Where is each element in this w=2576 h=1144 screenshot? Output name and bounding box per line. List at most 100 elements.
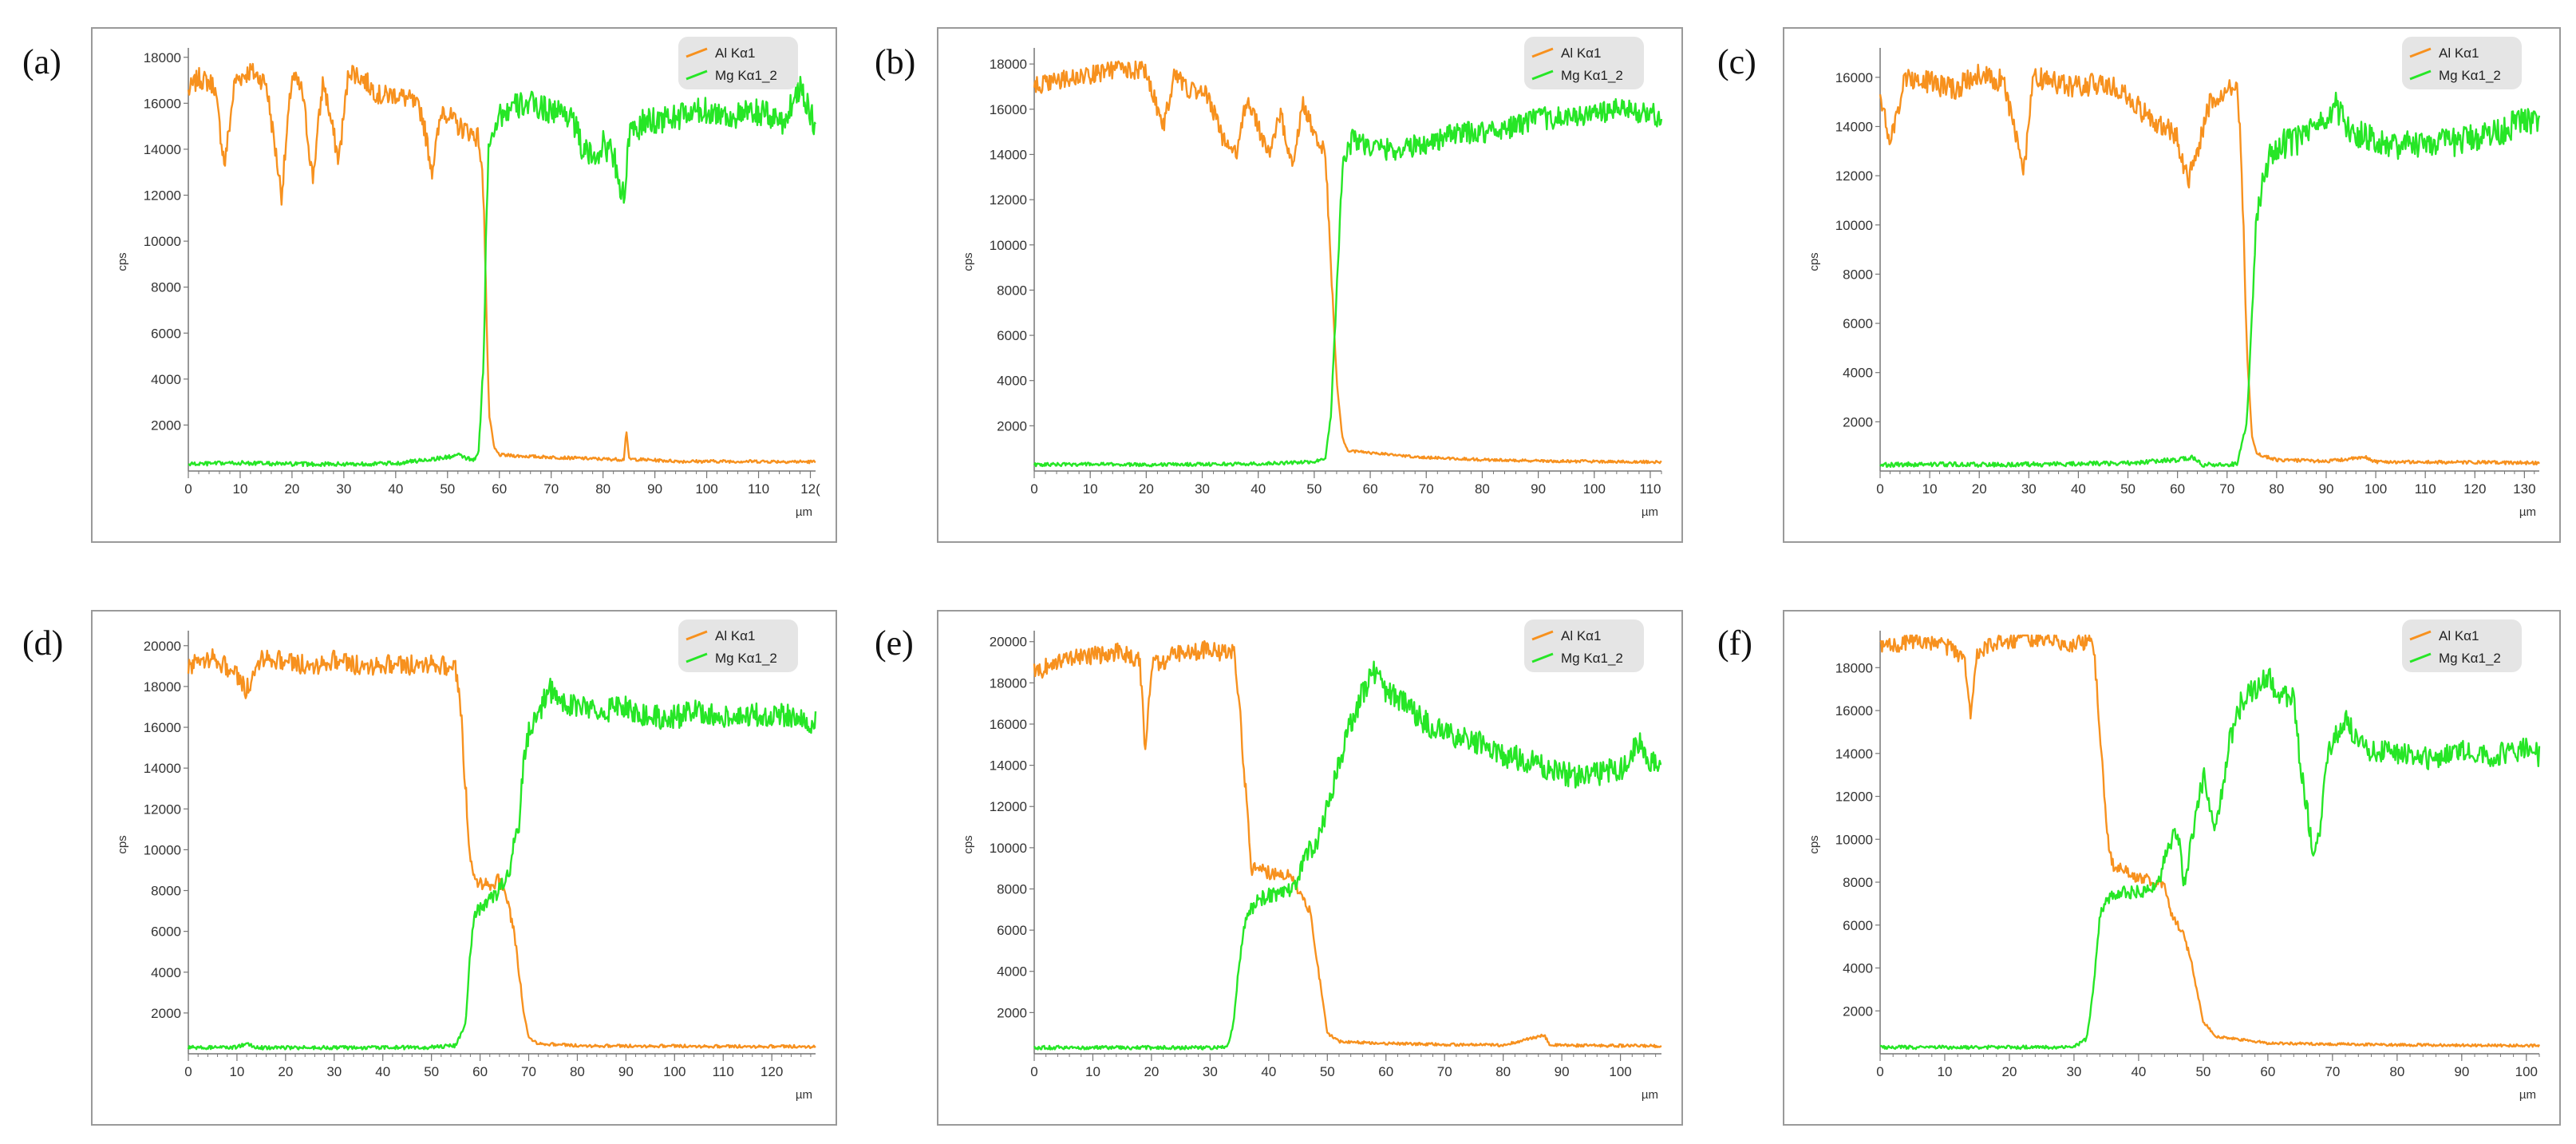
x-tick-label: 30 [326,1064,342,1079]
legend-box [2402,37,2522,89]
x-tick-label: 110 [748,481,769,497]
y-tick-label: 2000 [151,418,181,433]
y-tick-label: 4000 [997,964,1027,980]
x-tick-label: 60 [1363,481,1378,497]
chart-c: 2000 4000 6000 8000 10000 12000 14000 16000 0 10 2… [1808,37,2541,519]
y-tick-label: 12000 [1835,168,1873,184]
x-tick-label: 70 [1419,481,1434,497]
y-tick-label: 2000 [1843,414,1873,429]
series-al-line [187,648,816,1050]
y-tick-label: 8000 [151,884,181,899]
y-tick-label: 16000 [1835,703,1873,718]
y-tick-label: 6000 [997,923,1027,938]
legend-label: Mg Kα1_2 [1561,651,1623,666]
x-tick-label: 20 [2001,1064,2017,1079]
x-tick-label: 20 [1139,481,1154,497]
legend-label: Al Kα1 [2439,46,2479,61]
x-tick-label: 12( [800,481,820,497]
legend-box [2402,620,2522,672]
x-tick-label: 90 [1531,481,1546,497]
y-tick-label: 10000 [144,234,181,249]
x-tick-label: 30 [1203,1064,1218,1079]
legend-label: Mg Kα1_2 [715,68,777,83]
legend-box [1524,620,1644,672]
x-tick-label: 10 [232,481,247,497]
panel-label: (b) [875,42,916,81]
x-tick-label: 80 [1495,1064,1511,1079]
x-axis-title: µm [2519,1088,2536,1102]
y-tick-label: 2000 [997,1005,1027,1020]
x-tick-label: 0 [184,1064,192,1079]
x-tick-label: 0 [1030,1064,1037,1079]
y-tick-label: 18000 [144,679,181,695]
series-mg-line [1879,91,2541,468]
panel-b: (b) 2000 4000 6000 8000 10000 12000 14000 16000… [846,0,1692,559]
legend-box [1524,37,1644,89]
y-tick-label: 18000 [1835,660,1873,675]
x-tick-label: 80 [595,481,610,497]
y-axis-title: cps [116,835,129,853]
x-tick-label: 30 [336,481,351,497]
x-tick-label: 0 [1876,1064,1883,1079]
x-tick-label: 0 [184,481,192,497]
x-tick-label: 90 [2454,1064,2469,1079]
x-tick-label: 70 [1437,1064,1452,1079]
panel-e: (e) 2000 4000 6000 8000 10000 12000 14000 16000… [846,583,1692,1142]
x-tick-label: 10 [1085,1064,1100,1079]
plot-frame [1783,610,2561,1126]
y-tick-label: 2000 [151,1006,181,1021]
x-tick-label: 100 [1583,481,1606,497]
y-axis-title: cps [1808,252,1821,271]
series-al-line [1879,634,2541,1048]
series-al-line [1033,60,1662,465]
y-tick-label: 4000 [151,965,181,980]
plot-frame [937,610,1683,1126]
y-tick-label: 12000 [144,802,181,817]
x-tick-label: 40 [375,1064,390,1079]
y-tick-label: 16000 [144,720,181,735]
legend-swatch [685,652,708,663]
chart-f: 2000 4000 6000 8000 10000 12000 14000 16000 1800… [1808,620,2541,1102]
legend-swatch [685,630,708,641]
y-tick-label: 18000 [990,675,1027,691]
x-tick-label: 50 [2195,1064,2211,1079]
legend-swatch [2409,630,2432,641]
y-tick-label: 6000 [1843,918,1873,933]
x-tick-label: 20 [1972,481,1987,497]
x-tick-label: 40 [1250,481,1266,497]
chart-a: 2000 4000 6000 8000 10000 12000 14000 16000 1800… [116,37,820,519]
x-tick-label: 50 [2120,481,2135,497]
panel-c: (c) 2000 4000 6000 8000 10000 12000 14000 16000… [1692,0,2570,559]
x-tick-label: 80 [1475,481,1490,497]
y-tick-label: 4000 [1843,961,1873,976]
x-tick-label: 110 [2415,481,2436,497]
x-tick-label: 70 [521,1064,536,1079]
y-tick-label: 10000 [144,842,181,857]
x-tick-label: 70 [543,481,559,497]
x-tick-label: 60 [2260,1064,2275,1079]
x-tick-label: 0 [1030,481,1037,497]
legend-label: Mg Kα1_2 [715,651,777,666]
y-tick-label: 14000 [144,761,181,776]
y-tick-label: 4000 [997,374,1027,389]
x-tick-label: 0 [1876,481,1883,497]
x-tick-label: 100 [663,1064,685,1079]
x-tick-label: 110 [1639,481,1661,497]
y-tick-label: 10000 [1835,832,1873,847]
x-tick-label: 90 [1555,1064,1570,1079]
y-tick-label: 20000 [144,639,181,654]
legend-swatch [685,69,708,81]
x-tick-label: 120 [2463,481,2486,497]
series-al-line [1033,639,1662,1049]
y-tick-label: 10000 [990,841,1027,856]
y-tick-label: 20000 [990,635,1027,650]
x-tick-label: 10 [229,1064,244,1079]
y-tick-label: 14000 [144,142,181,157]
y-tick-label: 16000 [144,96,181,111]
series-mg-line [1879,667,2541,1051]
x-tick-label: 20 [284,481,299,497]
x-tick-label: 110 [713,1064,734,1079]
x-tick-label: 40 [2131,1064,2146,1079]
y-axis-title: cps [1808,835,1821,853]
legend-box [678,37,798,89]
